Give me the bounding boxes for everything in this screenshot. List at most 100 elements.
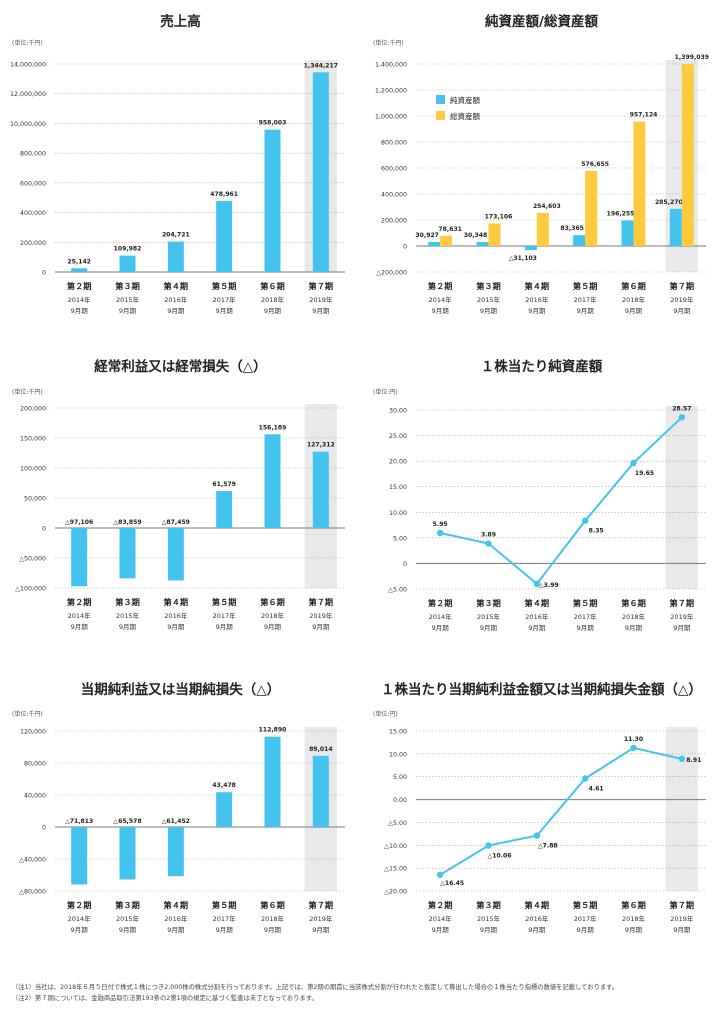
y-tick-label: 200,000 [20, 240, 46, 247]
bar [216, 200, 233, 272]
x-term-label: 9月期 [167, 623, 185, 631]
x-year-label: 2019年 [670, 295, 694, 304]
y-tick-label: △5.00 [388, 820, 407, 827]
data-label: 8.91 [686, 757, 701, 764]
x-year-label: 2015年 [477, 914, 501, 923]
bar [71, 528, 88, 587]
x-year-label: 2018年 [261, 611, 285, 620]
x-year-label: 2017年 [213, 914, 237, 923]
x-year-label: 2018年 [622, 914, 646, 923]
data-label: 8.35 [589, 528, 604, 535]
bar [573, 235, 586, 246]
data-label: 958,003 [259, 120, 287, 127]
data-label: △87,459 [162, 519, 190, 526]
x-tick-label: 第５期 [573, 900, 598, 910]
y-tick-label: 0 [42, 526, 46, 533]
series-line [439, 746, 683, 876]
data-point [436, 871, 444, 878]
data-label: 3.89 [481, 532, 496, 539]
y-tick-label: 1,200,000 [375, 88, 407, 95]
data-label: △16.45 [440, 880, 464, 887]
data-label: 43,478 [212, 782, 236, 789]
unit-label: (単位:千円) [373, 39, 404, 47]
data-label: △71,813 [65, 818, 93, 825]
data-label: 127,312 [307, 442, 335, 449]
y-tick-label: △10.00 [384, 843, 407, 850]
chart-panel-sales: 売上高 (単位:千円) 0 200,000 400,000 600,000 800,000 1… [0, 0, 361, 335]
x-term-label: 9月期 [432, 307, 450, 315]
bar [119, 827, 136, 880]
chart-svg: 経常利益又は経常損失（△） (単位:千円) △100,000 △50,000 0 50,0… [12, 358, 345, 631]
chart-svg: 売上高 (単位:千円) 0 200,000 400,000 600,000 800,000 1… [10, 13, 345, 315]
y-tick-label: 1,000,000 [375, 114, 407, 121]
x-term-label: 9月期 [625, 926, 643, 934]
x-year-label: 2019年 [670, 914, 694, 923]
x-term-label: 9月期 [625, 307, 643, 315]
y-tick-label: △80,000 [19, 889, 46, 896]
bar [312, 755, 329, 827]
y-tick-label: △15.00 [384, 866, 407, 873]
x-year-label: 2019年 [670, 612, 694, 621]
x-term-label: 9月期 [167, 926, 185, 934]
y-tick-label: 0 [42, 270, 46, 277]
bar [488, 223, 501, 246]
x-tick-label: 第７期 [309, 281, 334, 291]
bar [119, 528, 136, 579]
x-term-label: 9月期 [577, 926, 595, 934]
x-tick-label: 第７期 [670, 598, 695, 608]
x-year-label: 2014年 [68, 611, 92, 620]
data-label: 173,106 [485, 213, 513, 220]
x-term-label: 9月期 [264, 926, 282, 934]
bar [536, 212, 549, 246]
y-tick-label: 12,000,000 [10, 91, 46, 98]
x-term-label: 9月期 [528, 624, 546, 632]
x-tick-label: 第４期 [525, 281, 550, 291]
bar [312, 451, 329, 528]
bar [216, 491, 233, 528]
chart-title: 売上高 [160, 13, 201, 30]
x-tick-label: 第５期 [212, 900, 237, 910]
y-tick-label: 0 [403, 244, 407, 251]
x-year-label: 2018年 [622, 295, 646, 304]
data-label: 254,603 [533, 203, 561, 210]
x-tick-label: 第６期 [260, 281, 285, 291]
x-term-label: 9月期 [312, 926, 330, 934]
x-year-label: 2018年 [261, 914, 285, 923]
data-point [678, 755, 686, 763]
series-line [439, 416, 683, 586]
x-year-label: 2019年 [309, 914, 333, 923]
x-tick-label: 第６期 [621, 598, 646, 608]
data-label: 25,142 [67, 258, 91, 265]
x-tick-label: 第６期 [260, 900, 285, 910]
chart-title: １株当たり当期純利益金額又は当期純損失金額（△） [381, 681, 702, 698]
data-label: △65,578 [113, 818, 141, 825]
data-label: 4.61 [589, 785, 604, 792]
y-tick-label: △200,000 [376, 270, 407, 277]
y-tick-label: 5.00 [393, 774, 407, 781]
legend-swatch [436, 95, 445, 104]
data-label: △61,452 [162, 818, 190, 825]
x-tick-label: 第２期 [428, 598, 453, 608]
bar [167, 827, 184, 877]
footnote-1: （注1）当社は、2018年６月５日付で株式１株につき2,000株の株式分割を行っ… [12, 984, 619, 991]
y-tick-label: 5.00 [393, 535, 407, 542]
x-tick-label: 第５期 [573, 281, 598, 291]
x-term-label: 9月期 [119, 307, 137, 315]
data-point [581, 775, 589, 782]
x-tick-label: 第２期 [428, 281, 453, 291]
x-year-label: 2018年 [261, 295, 285, 304]
x-tick-label: 第３期 [115, 900, 140, 910]
x-term-label: 9月期 [264, 307, 282, 315]
data-label: 156,189 [259, 424, 287, 431]
y-tick-label: 600,000 [20, 180, 46, 187]
x-term-label: 9月期 [216, 623, 234, 631]
y-tick-label: 20.00 [389, 459, 407, 466]
bar [476, 242, 489, 246]
chart-panel-eps: １株当たり当期純利益金額又は当期純損失金額（△） (単位:円) △20.00 △15.… [361, 660, 722, 995]
x-term-label: 9月期 [625, 624, 643, 632]
x-term-label: 9月期 [216, 307, 234, 315]
y-tick-label: △5.00 [388, 587, 407, 594]
x-year-label: 2017年 [574, 612, 598, 621]
x-year-label: 2017年 [574, 914, 598, 923]
x-year-label: 2014年 [429, 612, 453, 621]
